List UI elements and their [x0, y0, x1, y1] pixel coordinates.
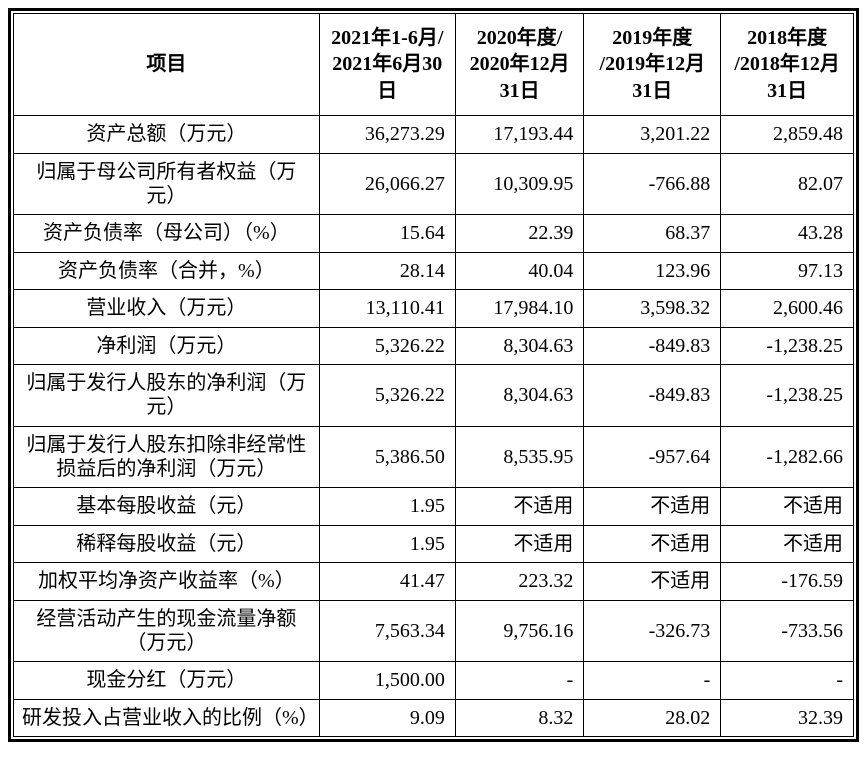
table-row: 现金分红（万元） 1,500.00 - - - [13, 661, 854, 700]
cell-value: 8,304.63 [454, 363, 585, 427]
cell-value: 不适用 [720, 487, 854, 526]
cell-value: 223.32 [454, 562, 585, 601]
cell-value: 8,535.95 [454, 425, 585, 489]
table-row: 归属于母公司所有者权益（万元） 26,066.27 10,309.95 -766… [13, 152, 854, 216]
table-row: 稀释每股收益（元） 1.95 不适用 不适用 不适用 [13, 524, 854, 564]
cell-value: 123.96 [583, 251, 722, 291]
cell-value: 43.28 [720, 214, 854, 253]
cell-value: -849.83 [583, 363, 722, 427]
row-label: 稀释每股收益（元） [13, 524, 320, 564]
row-label: 研发投入占营业收入的比例（%） [13, 698, 320, 738]
table-row: 归属于发行人股东的净利润（万元） 5,326.22 8,304.63 -849.… [13, 363, 854, 427]
cell-value: 17,193.44 [454, 115, 585, 154]
row-label: 营业收入（万元） [13, 289, 320, 328]
cell-value: 22.39 [454, 214, 585, 253]
cell-value: -733.56 [720, 599, 854, 663]
financial-table-frame: 项目 2021年1-6月/ 2021年6月30 日 2020年度/ 2020年1… [8, 8, 859, 743]
cell-value: -1,238.25 [720, 326, 854, 365]
row-label: 净利润（万元） [13, 326, 320, 365]
cell-value: 28.02 [583, 698, 722, 738]
cell-value: 32.39 [720, 698, 854, 738]
cell-value: 1,500.00 [318, 661, 456, 700]
cell-value: 15.64 [318, 214, 456, 253]
table-row: 加权平均净资产收益率（%） 41.47 223.32 不适用 -176.59 [13, 562, 854, 601]
cell-value: 68.37 [583, 214, 722, 253]
row-label: 资产负债率（母公司）（%） [13, 214, 320, 253]
cell-value: 13,110.41 [318, 289, 456, 328]
cell-value: 1.95 [318, 487, 456, 526]
cell-value: - [454, 661, 585, 700]
column-header-2019: 2019年度 /2019年12月 31日 [583, 12, 722, 117]
table-row: 归属于发行人股东扣除非经常性损益后的净利润（万元） 5,386.50 8,535… [13, 425, 854, 489]
cell-value: 2,859.48 [720, 115, 854, 154]
cell-value: 10,309.95 [454, 152, 585, 216]
table-row: 资产负债率（母公司）（%） 15.64 22.39 68.37 43.28 [13, 214, 854, 253]
cell-value: 17,984.10 [454, 289, 585, 328]
column-header-item: 项目 [13, 12, 320, 117]
row-label: 归属于母公司所有者权益（万元） [13, 152, 320, 216]
financial-highlights-table: 项目 2021年1-6月/ 2021年6月30 日 2020年度/ 2020年1… [13, 12, 854, 738]
cell-value: - [720, 661, 854, 700]
cell-value: 不适用 [583, 487, 722, 526]
cell-value: 40.04 [454, 251, 585, 291]
cell-value: 8,304.63 [454, 326, 585, 365]
table-row: 净利润（万元） 5,326.22 8,304.63 -849.83 -1,238… [13, 326, 854, 365]
row-label: 资产总额（万元） [13, 115, 320, 154]
row-label: 现金分红（万元） [13, 661, 320, 700]
cell-value: -1,238.25 [720, 363, 854, 427]
cell-value: 5,386.50 [318, 425, 456, 489]
cell-value: -766.88 [583, 152, 722, 216]
cell-value: -957.64 [583, 425, 722, 489]
cell-value: 28.14 [318, 251, 456, 291]
row-label: 归属于发行人股东的净利润（万元） [13, 363, 320, 427]
cell-value: -849.83 [583, 326, 722, 365]
cell-value: 7,563.34 [318, 599, 456, 663]
row-label: 经营活动产生的现金流量净额（万元） [13, 599, 320, 663]
cell-value: 41.47 [318, 562, 456, 601]
cell-value: 不适用 [583, 562, 722, 601]
column-header-2020: 2020年度/ 2020年12月 31日 [454, 12, 585, 117]
cell-value: 不适用 [720, 524, 854, 564]
table-row: 经营活动产生的现金流量净额（万元） 7,563.34 9,756.16 -326… [13, 599, 854, 663]
cell-value: -326.73 [583, 599, 722, 663]
row-label: 资产负债率（合并，%） [13, 251, 320, 291]
row-label: 归属于发行人股东扣除非经常性损益后的净利润（万元） [13, 425, 320, 489]
table-row: 基本每股收益（元） 1.95 不适用 不适用 不适用 [13, 487, 854, 526]
table-row: 资产总额（万元） 36,273.29 17,193.44 3,201.22 2,… [13, 115, 854, 154]
cell-value: -176.59 [720, 562, 854, 601]
cell-value: - [583, 661, 722, 700]
cell-value: 5,326.22 [318, 363, 456, 427]
table-row: 营业收入（万元） 13,110.41 17,984.10 3,598.32 2,… [13, 289, 854, 328]
cell-value: 9.09 [318, 698, 456, 738]
cell-value: 9,756.16 [454, 599, 585, 663]
cell-value: 不适用 [583, 524, 722, 564]
row-label: 基本每股收益（元） [13, 487, 320, 526]
cell-value: 97.13 [720, 251, 854, 291]
cell-value: 8.32 [454, 698, 585, 738]
cell-value: 26,066.27 [318, 152, 456, 216]
cell-value: 不适用 [454, 487, 585, 526]
cell-value: 3,598.32 [583, 289, 722, 328]
cell-value: 3,201.22 [583, 115, 722, 154]
cell-value: -1,282.66 [720, 425, 854, 489]
table-row: 研发投入占营业收入的比例（%） 9.09 8.32 28.02 32.39 [13, 698, 854, 738]
cell-value: 36,273.29 [318, 115, 456, 154]
row-label: 加权平均净资产收益率（%） [13, 562, 320, 601]
cell-value: 82.07 [720, 152, 854, 216]
header-row: 项目 2021年1-6月/ 2021年6月30 日 2020年度/ 2020年1… [13, 12, 854, 117]
column-header-2018: 2018年度 /2018年12月 31日 [720, 12, 854, 117]
cell-value: 不适用 [454, 524, 585, 564]
cell-value: 1.95 [318, 524, 456, 564]
table-row: 资产负债率（合并，%） 28.14 40.04 123.96 97.13 [13, 251, 854, 291]
cell-value: 2,600.46 [720, 289, 854, 328]
cell-value: 5,326.22 [318, 326, 456, 365]
column-header-2021: 2021年1-6月/ 2021年6月30 日 [318, 12, 456, 117]
